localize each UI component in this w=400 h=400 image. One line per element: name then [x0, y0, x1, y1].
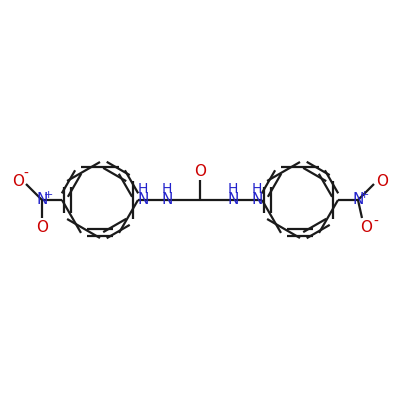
- Text: O: O: [360, 220, 372, 236]
- Text: O: O: [194, 164, 206, 178]
- Text: N: N: [137, 192, 149, 208]
- Text: H: H: [138, 182, 148, 196]
- Text: N: N: [352, 192, 364, 208]
- Text: O: O: [36, 220, 48, 234]
- Text: N: N: [251, 192, 263, 208]
- Text: +: +: [359, 190, 369, 200]
- Text: H: H: [162, 182, 172, 196]
- Text: H: H: [252, 182, 262, 196]
- Text: H: H: [228, 182, 238, 196]
- Text: O: O: [376, 174, 388, 190]
- Text: N: N: [227, 192, 239, 208]
- Text: -: -: [374, 215, 378, 229]
- Text: N: N: [36, 192, 48, 208]
- Text: N: N: [161, 192, 173, 208]
- Text: +: +: [43, 190, 53, 200]
- Text: O: O: [12, 174, 24, 190]
- Text: -: -: [24, 167, 28, 181]
